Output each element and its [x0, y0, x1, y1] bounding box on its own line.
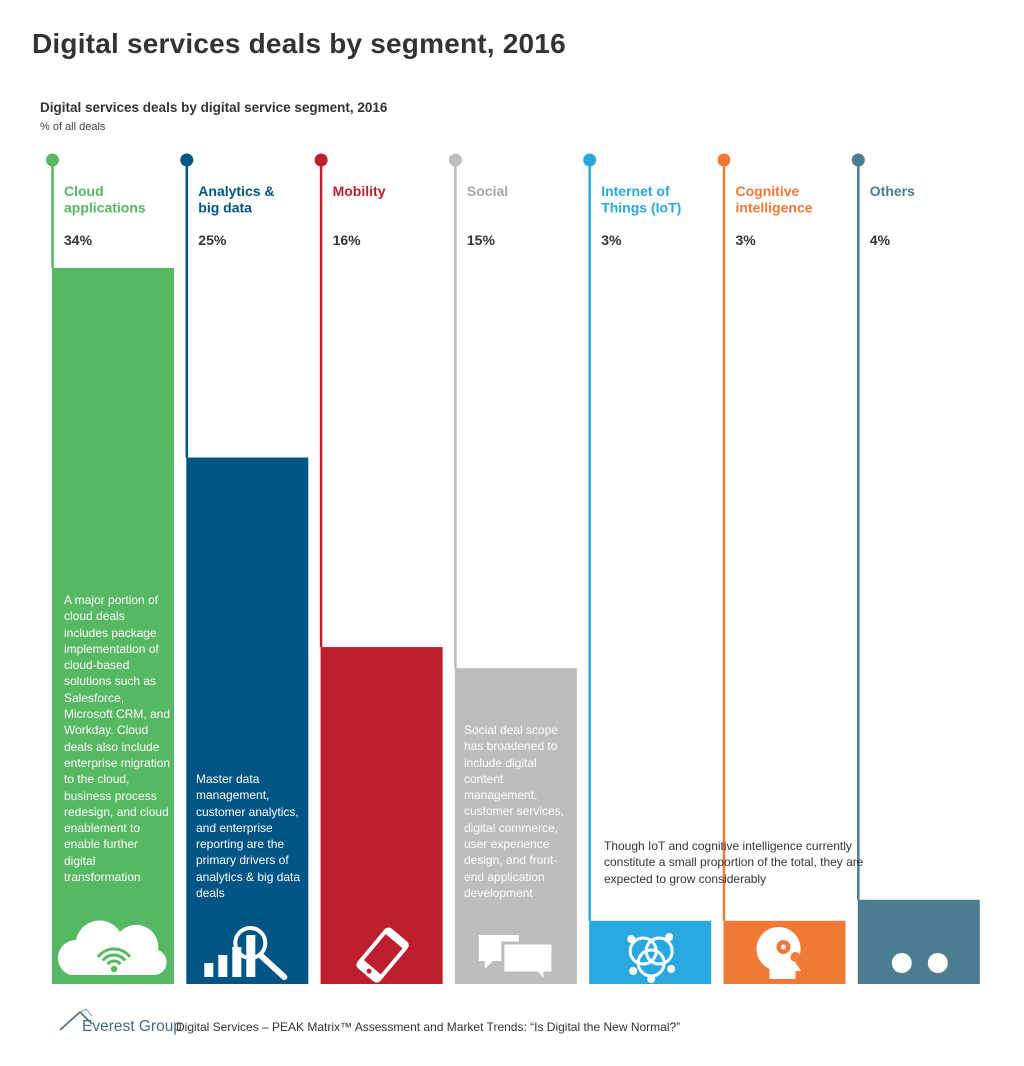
bar-dot — [851, 153, 865, 167]
wifi-dot — [110, 965, 118, 973]
gear — [790, 952, 801, 962]
bar-group: Social 15% — [448, 153, 577, 985]
bar-group: Mobility 16% — [314, 153, 443, 984]
bar — [52, 268, 174, 984]
bar-group: Analytics &big data 25% — [180, 153, 309, 984]
bar-dot — [46, 153, 59, 167]
network-node — [629, 967, 638, 975]
page-title: Digital services deals by segment, 2016 — [32, 28, 566, 59]
bar-dot — [717, 153, 731, 167]
bar-dot — [448, 153, 462, 167]
bar-glyph — [218, 955, 228, 977]
bar-value-label: 15% — [467, 232, 496, 248]
bar-category-label: Things (IoT) — [601, 200, 681, 216]
network-node — [627, 935, 636, 943]
bar-value-label: 25% — [198, 232, 227, 248]
bar-category-label: big data — [198, 200, 252, 216]
bar-glyph — [204, 963, 214, 977]
bar-category-label: Others — [870, 183, 915, 199]
phone-screen — [363, 934, 403, 975]
dot — [891, 953, 912, 973]
phone-group — [356, 927, 409, 983]
bar-category-label: Cloud — [64, 183, 104, 199]
bar — [320, 647, 443, 984]
bar — [454, 668, 577, 984]
bar-group: Others 4% — [851, 153, 980, 984]
network-node — [667, 965, 676, 973]
brain-gears-icon — [756, 926, 802, 979]
bar — [186, 457, 309, 984]
footer-brand: Everest Group — [82, 1018, 182, 1035]
cloud-note: A major portion of cloud deals includes … — [64, 593, 171, 885]
bar-value-label: 3% — [736, 232, 757, 248]
bar-category-label: Social — [467, 183, 508, 199]
bar — [589, 920, 712, 984]
bar-dot — [583, 153, 597, 167]
bar-category-label: Internet of — [601, 183, 670, 199]
iot-cognitive-note: Though IoT and cognitive intelligence cu… — [604, 839, 864, 886]
phone-button — [366, 968, 372, 974]
analytics-note: Master data management, customer analyti… — [196, 772, 301, 901]
gear-hub — [781, 944, 786, 950]
social-note: Social deal scope has broadened to inclu… — [464, 723, 565, 900]
footer-source: Digital Services – PEAK Matrix™ Assessme… — [176, 1020, 681, 1034]
chat-bubbles-icon — [478, 935, 555, 985]
dots-icon — [891, 953, 948, 973]
network-node — [647, 975, 656, 983]
wifi-arc — [101, 953, 127, 962]
chat-bubble-front — [501, 941, 555, 985]
bar-value-label: 16% — [333, 232, 362, 248]
bar-value-label: 3% — [601, 232, 622, 248]
chart-title: Digital services deals by digital servic… — [40, 100, 388, 115]
wifi-arc — [106, 959, 122, 966]
bar-dot — [180, 153, 194, 167]
bar-dot — [314, 153, 328, 167]
bar-category-label: Analytics & — [198, 183, 274, 199]
network-nodes-icon — [627, 933, 676, 983]
cloud-wifi-icon — [57, 920, 167, 975]
bar-category-label: Mobility — [333, 183, 386, 199]
analytics-magnifier-icon — [204, 926, 288, 980]
magnifier-lens — [233, 926, 268, 960]
chart-subtitle: % of all deals — [40, 121, 106, 133]
wifi-arc — [96, 947, 132, 958]
bar-value-label: 34% — [64, 232, 93, 248]
dot — [927, 953, 948, 973]
bar-glyph — [232, 947, 242, 977]
magnifier-handle — [258, 953, 288, 980]
bar-category-label: applications — [64, 200, 146, 216]
bar-category-label: intelligence — [736, 200, 813, 216]
everest-mountain-icon — [59, 1008, 93, 1031]
bar-category-label: Cognitive — [736, 183, 800, 199]
head-silhouette — [756, 926, 802, 979]
network-node — [665, 933, 674, 941]
bar — [857, 899, 980, 984]
mobile-phone-icon — [356, 927, 409, 983]
bar-value-label: 4% — [870, 232, 891, 248]
